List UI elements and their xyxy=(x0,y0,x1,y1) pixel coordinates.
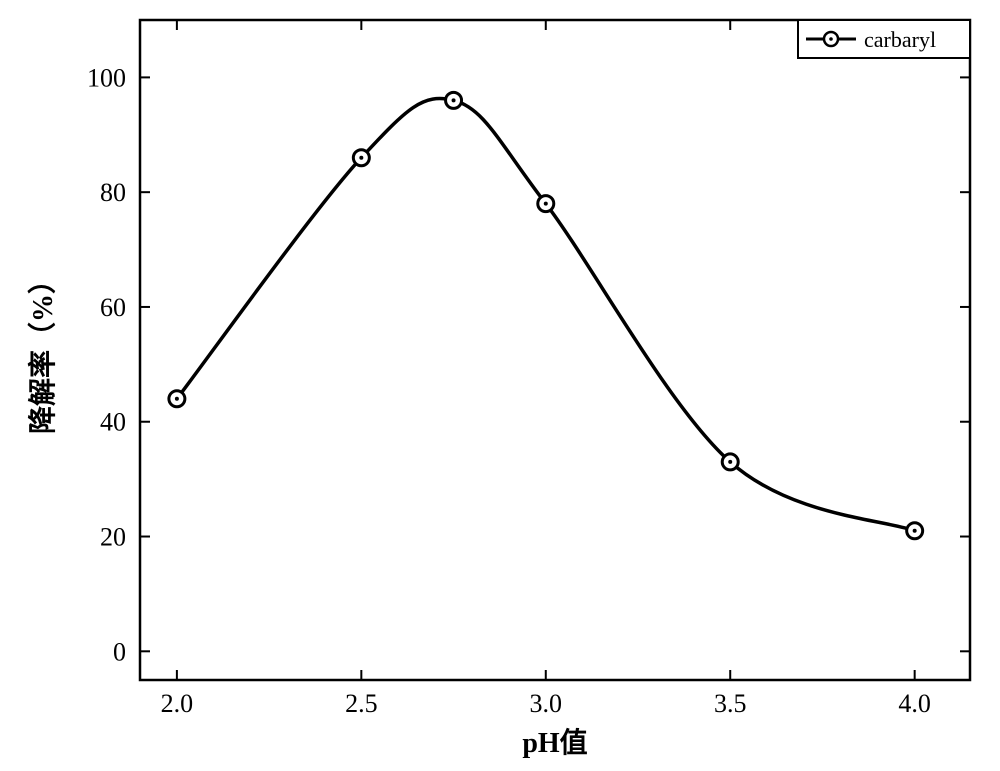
x-axis-label: pH值 xyxy=(522,727,587,759)
y-axis-label: 降解率（%） xyxy=(26,266,59,434)
degradation-rate-chart: 2.0 2.5 3.0 3.5 4.0 0 20 40 60 80 100 pH值 降解率（%） carb… xyxy=(0,0,1000,771)
x-tick-label: 2.0 xyxy=(161,689,194,718)
x-tick-label: 3.5 xyxy=(714,689,747,718)
y-tick-label: 80 xyxy=(100,178,126,207)
y-tick-label: 60 xyxy=(100,293,126,322)
legend-label: carbaryl xyxy=(864,27,936,52)
y-tick-label: 40 xyxy=(100,408,126,437)
y-tick-label: 100 xyxy=(87,63,126,92)
x-tick-label: 4.0 xyxy=(898,689,931,718)
x-tick-label: 2.5 xyxy=(345,689,378,718)
y-tick-label: 20 xyxy=(100,523,126,552)
x-tick-label: 3.0 xyxy=(530,689,563,718)
y-tick-label: 0 xyxy=(113,637,126,666)
